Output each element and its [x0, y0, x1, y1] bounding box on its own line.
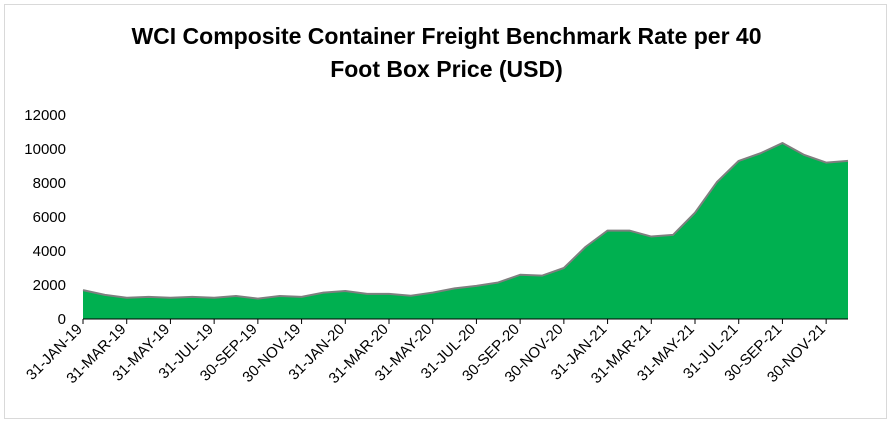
data-point	[104, 294, 105, 295]
chart-title: WCI Composite Container Freight Benchmar…	[0, 20, 893, 86]
y-tick-label: 2000	[33, 277, 66, 294]
data-point	[585, 246, 586, 247]
data-point	[476, 285, 477, 286]
data-point	[782, 143, 783, 144]
y-tick-label: 10000	[24, 141, 66, 158]
data-point	[695, 212, 696, 213]
area-fill	[83, 143, 848, 319]
data-point	[673, 234, 674, 235]
data-point	[738, 160, 739, 161]
data-point	[148, 296, 149, 297]
y-tick-label: 0	[58, 311, 66, 328]
data-point	[804, 154, 805, 155]
data-point	[651, 236, 652, 237]
data-point	[170, 297, 171, 298]
data-point	[257, 298, 258, 299]
chart-title-line-1: WCI Composite Container Freight Benchmar…	[131, 23, 762, 49]
data-point	[563, 268, 564, 269]
data-point	[498, 282, 499, 283]
data-point	[607, 230, 608, 231]
data-point	[389, 293, 390, 294]
data-point	[279, 296, 280, 297]
data-point	[454, 288, 455, 289]
area-outline	[82, 142, 849, 300]
chart-title-line-2: Foot Box Price (USD)	[330, 56, 563, 82]
y-tick-label: 6000	[33, 209, 66, 226]
data-point	[848, 160, 849, 161]
data-point	[192, 296, 193, 297]
y-tick-label: 4000	[33, 243, 66, 260]
y-tick-label: 12000	[24, 107, 66, 124]
data-point	[323, 292, 324, 293]
data-point	[542, 275, 543, 276]
data-point	[520, 274, 521, 275]
data-point	[83, 290, 84, 291]
data-point	[410, 295, 411, 296]
data-point	[826, 162, 827, 163]
data-point	[367, 293, 368, 294]
y-tick-label: 8000	[33, 175, 66, 192]
data-point	[432, 292, 433, 293]
data-point	[760, 153, 761, 154]
data-point	[214, 297, 215, 298]
data-point	[716, 182, 717, 183]
data-point	[345, 290, 346, 291]
data-point	[301, 296, 302, 297]
data-point	[236, 296, 237, 297]
data-point	[126, 297, 127, 298]
data-point	[629, 230, 630, 231]
